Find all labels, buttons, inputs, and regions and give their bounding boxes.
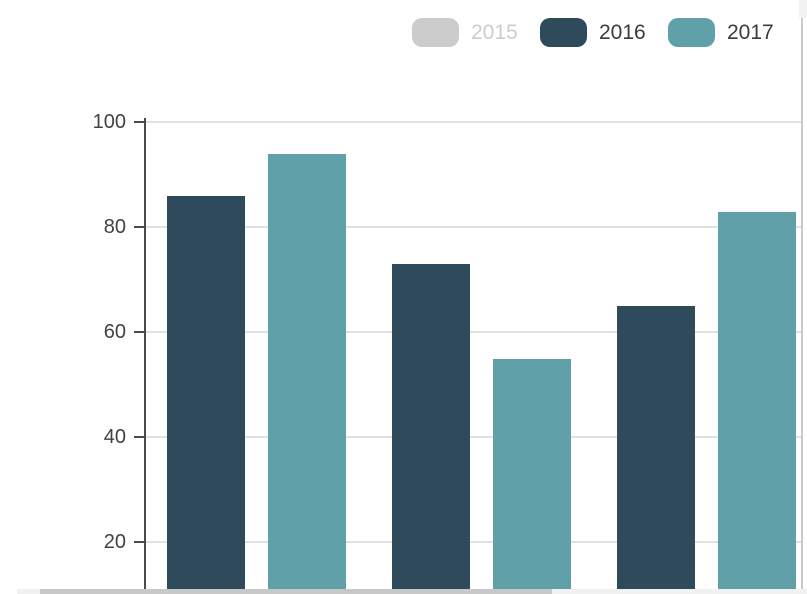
legend-label-2016: 2016: [599, 21, 646, 44]
y-tick-label-100: 100: [92, 111, 126, 134]
legend-item-2015[interactable]: 2015: [412, 18, 518, 47]
legend-label-2015: 2015: [471, 21, 518, 44]
legend-label-2017: 2017: [727, 21, 774, 44]
legend-swatch-2016: [540, 18, 587, 47]
gridline-100: [146, 121, 803, 124]
bar-2017-group2[interactable]: [493, 358, 571, 590]
bar-2016-group3[interactable]: [617, 306, 695, 590]
y-tick-mark-40: [134, 436, 145, 439]
y-tick-label-40: 40: [103, 426, 126, 449]
right-edge-top-track: [799, 0, 807, 18]
gridline-20: [146, 541, 803, 544]
horizontal-scrollbar-thumb[interactable]: [40, 589, 552, 594]
y-tick-mark-100: [134, 121, 145, 124]
gridline-60: [146, 331, 803, 334]
gridline-80: [146, 226, 803, 229]
y-tick-label-80: 80: [103, 216, 126, 239]
bar-2017-group1[interactable]: [268, 153, 346, 590]
bar-2016-group1[interactable]: [167, 195, 245, 590]
y-tick-mark-20: [134, 541, 145, 544]
horizontal-scrollbar-track[interactable]: [17, 589, 807, 594]
bar-2016-group2[interactable]: [392, 264, 470, 590]
legend-swatch-2015: [412, 18, 459, 47]
legend-item-2017[interactable]: 2017: [668, 18, 774, 47]
panel-right-border: [801, 18, 803, 590]
y-axis-line: [144, 118, 146, 590]
y-tick-label-20: 20: [103, 531, 126, 554]
legend-swatch-2017: [668, 18, 715, 47]
y-tick-mark-80: [134, 226, 145, 229]
legend-item-2016[interactable]: 2016: [540, 18, 646, 47]
y-tick-label-60: 60: [103, 321, 126, 344]
y-tick-mark-60: [134, 331, 145, 334]
gridline-40: [146, 436, 803, 439]
bar-2017-group3[interactable]: [718, 211, 796, 590]
